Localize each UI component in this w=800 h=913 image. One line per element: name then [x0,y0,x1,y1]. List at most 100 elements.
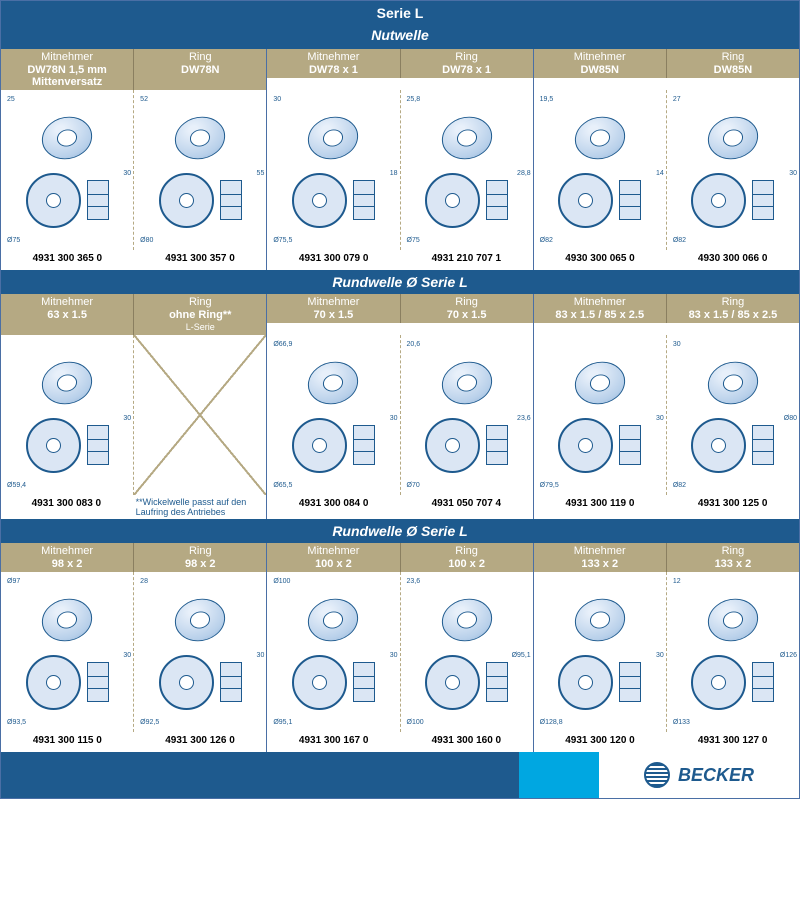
part-front-view [292,173,347,228]
diagram-cell: Ø7528,825,8 [401,90,533,250]
header-model: 133 x 2 [536,557,664,570]
part-front-view [425,418,480,473]
part-note: **Wickelwelle passt auf den Laufring des… [132,495,267,519]
header-model: 83 x 1.5 / 85 x 2.5 [536,308,664,321]
header-model: 98 x 2 [3,557,131,570]
part-side-view [752,662,774,702]
part-side-view [220,662,242,702]
brand-block: BECKER [599,752,799,798]
part-iso-icon [706,361,760,404]
header-model: DW78N [136,63,264,76]
group: 4931 300 084 04931 050 707 4 [266,495,532,519]
group: Mitnehmer 83 x 1.5 / 85 x 2.5 Ring 83 x … [533,294,799,335]
header-model: DW78N 1,5 mm Mittenversatz [3,63,131,88]
group: Mitnehmer 98 x 2 Ring 98 x 2 [1,543,266,572]
header-type: Ring [403,545,531,557]
part-side-view [486,180,508,220]
group: Ø753025 Ø805552 [1,90,266,250]
part-number: 4931 300 120 0 [534,732,667,752]
part-iso-icon [306,361,360,404]
diagram-cell: Ø128,830 [534,572,667,732]
header-model: 70 x 1.5 [269,308,397,321]
section3-title: Rundwelle Ø Serie L [1,519,799,543]
part-side-view [619,180,641,220]
part-front-view [558,418,613,473]
group: Mitnehmer DW78N 1,5 mm Mittenversatz Rin… [1,49,266,90]
section3-parts: 4931 300 115 04931 300 126 04931 300 167… [1,732,799,752]
page-title: Serie L [1,1,799,25]
diagram-cell: Ø92,53028 [134,572,266,732]
part-side-view [752,180,774,220]
header-model: 83 x 1.5 / 85 x 2.5 [669,308,797,321]
diagram-cell: Ø75,51830 [267,90,400,250]
part-iso-icon [173,116,227,159]
part-number: 4931 300 365 0 [1,250,134,270]
part-iso-icon [439,598,493,641]
section1-diagrams: Ø753025 Ø805552 Ø75,51830 Ø7528, [1,90,799,250]
part-iso-icon [573,116,627,159]
part-number: 4931 300 127 0 [666,732,799,752]
group: Mitnehmer DW78 x 1 Ring DW78 x 1 [266,49,532,90]
header-type: Mitnehmer [536,296,664,308]
part-front-view [26,418,81,473]
part-number: 4931 300 079 0 [267,250,400,270]
part-front-view [558,173,613,228]
part-iso-icon [40,361,94,404]
brand-name: BECKER [678,765,754,786]
column-header: Ring DW78 x 1 [401,49,533,78]
diagram-cell: Ø7023,620,6 [401,335,533,495]
header-type: Ring [136,296,264,308]
group: Mitnehmer 63 x 1.5 Ring ohne Ring** L-Se… [1,294,266,335]
footer: BECKER [1,752,799,798]
page-subtitle: Nutwelle [1,25,799,49]
group: Ø75,51830 Ø7528,825,8 [266,90,532,250]
part-number: 4931 300 167 0 [267,732,400,752]
column-header: Mitnehmer 100 x 2 [267,543,400,572]
part-iso-icon [40,598,94,641]
part-iso-icon [706,116,760,159]
group: Mitnehmer DW85N Ring DW85N [533,49,799,90]
footer-bar-accent [519,752,599,798]
header-type: Mitnehmer [3,545,131,557]
part-iso-icon [306,598,360,641]
column-header: Ring DW78N [134,49,266,90]
column-header: Mitnehmer DW85N [534,49,667,78]
header-model: DW78 x 1 [403,63,531,76]
column-header: Ring 83 x 1.5 / 85 x 2.5 [667,294,799,323]
group: Ø93,530Ø97 Ø92,53028 [1,572,266,732]
part-number: 4931 300 084 0 [267,495,400,515]
diagram-cell: Ø95,130Ø100 [267,572,400,732]
part-iso-icon [439,116,493,159]
part-side-view [486,662,508,702]
group: Ø65,530Ø66,9 Ø7023,620,6 [266,335,532,495]
group: Ø95,130Ø100 Ø100Ø95,123,6 [266,572,532,732]
group: Ø128,830 Ø133Ø12612 [533,572,799,732]
group: Mitnehmer 70 x 1.5 Ring 70 x 1.5 [266,294,532,335]
diagram-cell: Ø133Ø12612 [667,572,799,732]
part-front-view [691,655,746,710]
part-side-view [87,425,109,465]
part-side-view [353,180,375,220]
part-front-view [159,655,214,710]
part-side-view [486,425,508,465]
header-type: Mitnehmer [3,51,131,63]
header-type: Mitnehmer [536,51,664,63]
diagram-cell: Ø82Ø8030 [667,335,799,495]
part-iso-icon [439,361,493,404]
part-iso-icon [573,598,627,641]
part-side-view [87,180,109,220]
header-type: Mitnehmer [269,545,397,557]
header-type: Ring [669,296,797,308]
diagram-cell: Ø79,530 [534,335,667,495]
group: 4931 300 115 04931 300 126 0 [1,732,266,752]
header-model: 100 x 2 [403,557,531,570]
diagram-cell: Ø65,530Ø66,9 [267,335,400,495]
part-number: 4930 300 065 0 [534,250,667,270]
catalog-page: Serie L Nutwelle Mitnehmer DW78N 1,5 mm … [0,0,800,799]
header-type: Ring [136,51,264,63]
column-header: Mitnehmer 98 x 2 [1,543,134,572]
section2-parts: 4931 300 083 0**Wickelwelle passt auf de… [1,495,799,519]
column-header: Ring 100 x 2 [401,543,533,572]
part-number: 4931 300 160 0 [400,732,533,752]
part-side-view [220,180,242,220]
